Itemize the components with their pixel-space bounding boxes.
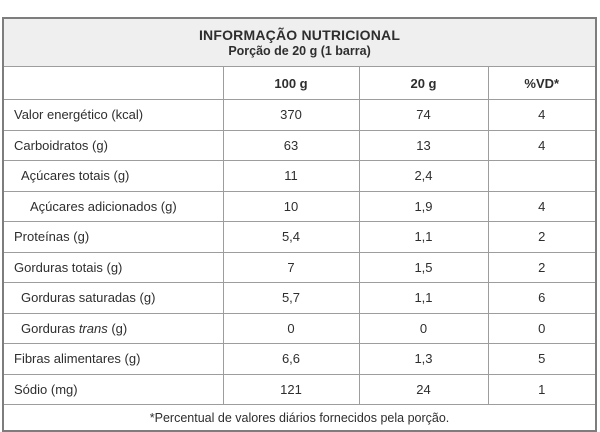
value-vd <box>487 160 597 192</box>
nutrient-label: Açúcares adicionados (g) <box>2 190 224 222</box>
nutrient-label: Gorduras totais (g) <box>2 251 224 283</box>
value-vd: 4 <box>487 129 597 161</box>
value-100g: 7 <box>222 251 360 283</box>
value-20g: 24 <box>358 373 489 405</box>
table-row-gorduras-totais: Gorduras totais (g) 7 1,5 2 <box>2 251 597 283</box>
value-vd: 1 <box>487 373 597 405</box>
value-20g: 13 <box>358 129 489 161</box>
value-20g: 1,1 <box>358 282 489 314</box>
serving-size: Porção de 20 g (1 barra) <box>228 43 371 58</box>
column-header-row: 100 g 20 g %VD* <box>2 66 597 100</box>
col-header-100g: 100 g <box>222 66 360 100</box>
nutrient-label: Carboidratos (g) <box>2 129 224 161</box>
table-row-proteinas: Proteínas (g) 5,4 1,1 2 <box>2 221 597 253</box>
table-row-acucares-totais: Açúcares totais (g) 11 2,4 <box>2 160 597 192</box>
nutrient-label: Gorduras trans (g) <box>2 312 224 344</box>
col-header-20g: 20 g <box>358 66 489 100</box>
value-100g: 6,6 <box>222 343 360 375</box>
value-100g: 11 <box>222 160 360 192</box>
nutrition-table: INFORMAÇÃO NUTRICIONAL Porção de 20 g (1… <box>2 17 598 432</box>
col-header-vd: %VD* <box>487 66 597 100</box>
footnote: *Percentual de valores diários fornecido… <box>2 404 597 432</box>
nutrient-label-part: (g) <box>107 320 128 336</box>
col-header-empty <box>2 66 224 100</box>
table-header-cell: INFORMAÇÃO NUTRICIONAL Porção de 20 g (1… <box>2 17 597 67</box>
value-20g: 74 <box>358 99 489 131</box>
table-title: INFORMAÇÃO NUTRICIONAL <box>198 26 401 43</box>
nutrient-label: Gorduras saturadas (g) <box>2 282 224 314</box>
table-row-carboidratos: Carboidratos (g) 63 13 4 <box>2 129 597 161</box>
value-100g: 121 <box>222 373 360 405</box>
nutrient-label-trans-italic: trans <box>78 320 108 336</box>
value-100g: 5,4 <box>222 221 360 253</box>
nutrient-label: Fibras alimentares (g) <box>2 343 224 375</box>
footnote-row: *Percentual de valores diários fornecido… <box>2 404 597 432</box>
value-100g: 5,7 <box>222 282 360 314</box>
nutrient-label: Proteínas (g) <box>2 221 224 253</box>
value-vd: 2 <box>487 251 597 283</box>
table-row-acucares-adicionados: Açúcares adicionados (g) 10 1,9 4 <box>2 190 597 222</box>
value-100g: 0 <box>222 312 360 344</box>
nutrition-facts-panel: INFORMAÇÃO NUTRICIONAL Porção de 20 g (1… <box>2 17 598 432</box>
table-row-sodio: Sódio (mg) 121 24 1 <box>2 373 597 405</box>
value-vd: 4 <box>487 99 597 131</box>
nutrient-label: Açúcares totais (g) <box>2 160 224 192</box>
value-vd: 5 <box>487 343 597 375</box>
value-100g: 63 <box>222 129 360 161</box>
table-row-gorduras-trans: Gorduras trans (g) 0 0 0 <box>2 312 597 344</box>
value-vd: 0 <box>487 312 597 344</box>
table-row-fibras: Fibras alimentares (g) 6,6 1,3 5 <box>2 343 597 375</box>
value-20g: 1,9 <box>358 190 489 222</box>
value-100g: 370 <box>222 99 360 131</box>
value-vd: 2 <box>487 221 597 253</box>
table-title-row: INFORMAÇÃO NUTRICIONAL Porção de 20 g (1… <box>2 17 597 67</box>
nutrient-label: Sódio (mg) <box>2 373 224 405</box>
value-20g: 0 <box>358 312 489 344</box>
table-row-gorduras-saturadas: Gorduras saturadas (g) 5,7 1,1 6 <box>2 282 597 314</box>
value-20g: 1,1 <box>358 221 489 253</box>
nutrient-label-part: Gorduras <box>21 320 79 336</box>
value-20g: 1,3 <box>358 343 489 375</box>
nutrient-label: Valor energético (kcal) <box>2 99 224 131</box>
value-20g: 1,5 <box>358 251 489 283</box>
value-vd: 4 <box>487 190 597 222</box>
value-100g: 10 <box>222 190 360 222</box>
table-row-valor-energetico: Valor energético (kcal) 370 74 4 <box>2 99 597 131</box>
value-vd: 6 <box>487 282 597 314</box>
value-20g: 2,4 <box>358 160 489 192</box>
